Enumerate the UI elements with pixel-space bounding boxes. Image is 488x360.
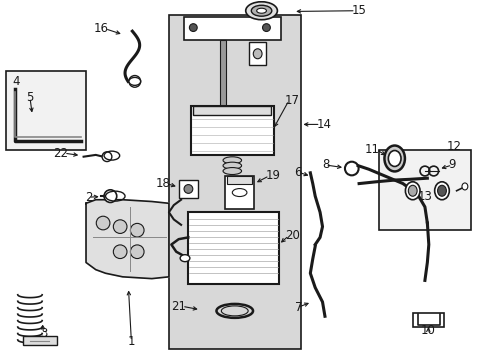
Bar: [224, 176, 254, 209]
Circle shape: [129, 76, 141, 87]
Ellipse shape: [434, 182, 448, 200]
Text: 20: 20: [285, 229, 299, 242]
Text: 4: 4: [12, 75, 20, 88]
Bar: [22, 336, 57, 345]
Ellipse shape: [223, 162, 241, 169]
Text: 7: 7: [294, 301, 302, 314]
Text: 10: 10: [420, 324, 435, 337]
Circle shape: [183, 185, 192, 193]
Bar: [188, 212, 278, 284]
Circle shape: [113, 220, 127, 233]
Circle shape: [130, 245, 144, 258]
Bar: [227, 176, 251, 184]
Circle shape: [96, 216, 110, 230]
Ellipse shape: [251, 5, 271, 16]
Text: 13: 13: [417, 190, 431, 203]
Circle shape: [102, 152, 112, 162]
Text: 16: 16: [94, 22, 109, 35]
Circle shape: [262, 24, 270, 31]
Polygon shape: [86, 200, 168, 279]
Text: 1: 1: [127, 335, 135, 348]
Ellipse shape: [253, 49, 262, 59]
Ellipse shape: [384, 145, 404, 171]
Bar: [5, 71, 86, 149]
Text: 15: 15: [351, 4, 366, 17]
Ellipse shape: [437, 185, 446, 196]
Circle shape: [104, 190, 117, 202]
Ellipse shape: [461, 183, 467, 190]
Text: 8: 8: [321, 158, 329, 171]
Text: 22: 22: [53, 147, 68, 159]
Bar: [412, 313, 444, 327]
Text: 11: 11: [365, 143, 379, 156]
Ellipse shape: [405, 182, 419, 200]
Bar: [378, 149, 470, 230]
Text: 3: 3: [40, 327, 47, 340]
Text: 6: 6: [294, 166, 302, 179]
Ellipse shape: [223, 157, 241, 164]
Circle shape: [113, 245, 127, 258]
Ellipse shape: [387, 150, 400, 166]
Text: 9: 9: [447, 158, 455, 171]
Ellipse shape: [245, 2, 277, 20]
Bar: [193, 107, 271, 116]
Bar: [168, 15, 300, 348]
Text: 18: 18: [155, 177, 170, 190]
Circle shape: [189, 24, 197, 31]
Text: 5: 5: [26, 91, 34, 104]
Bar: [220, 40, 225, 116]
Ellipse shape: [407, 185, 416, 196]
Text: 17: 17: [285, 94, 299, 107]
Bar: [249, 42, 266, 65]
Ellipse shape: [223, 167, 241, 175]
Bar: [190, 107, 273, 155]
Text: 12: 12: [446, 140, 461, 153]
Text: 14: 14: [316, 118, 331, 131]
Ellipse shape: [129, 77, 141, 85]
Ellipse shape: [256, 8, 266, 13]
Text: 2: 2: [85, 191, 92, 204]
Bar: [183, 17, 281, 40]
Circle shape: [130, 224, 144, 237]
Text: 19: 19: [265, 169, 280, 182]
Text: 21: 21: [171, 300, 185, 313]
Ellipse shape: [180, 255, 189, 262]
Bar: [178, 180, 198, 198]
